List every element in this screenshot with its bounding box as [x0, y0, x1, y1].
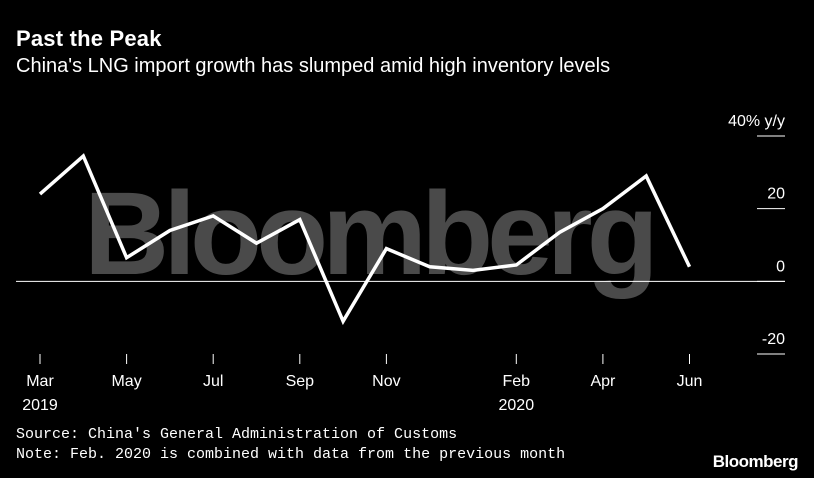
x-tick-label: Nov [372, 373, 400, 390]
x-tick-year-label: 2020 [499, 397, 535, 414]
x-tick-label: Jul [203, 373, 223, 390]
x-tick-year-label: 2019 [22, 397, 58, 414]
x-tick-label: Mar [26, 373, 54, 390]
x-axis: Mar 2019 May Jul Sep Nov Feb 2020 Apr Jun [22, 354, 702, 414]
bloomberg-logo: Bloomberg [712, 452, 799, 471]
footnote: Note: Feb. 2020 is combined with data fr… [16, 446, 566, 463]
source-note: Source: China's General Administration o… [16, 426, 458, 443]
series-lines [38, 153, 692, 326]
series-line [38, 153, 692, 326]
x-tick-label: Jun [677, 373, 703, 390]
y-axis: 40% y/y 20 0 -20 [16, 113, 785, 355]
y-tick-label: 40% y/y [728, 113, 785, 130]
bloomberg-watermark: Bloomberg [84, 168, 653, 300]
x-tick-label: Apr [590, 373, 616, 390]
y-tick-label: -20 [762, 331, 785, 348]
y-tick-label: 0 [776, 258, 785, 275]
line-chart: Bloomberg 40% y/y 20 0 -20 Mar 2019 May Jul Sep… [16, 113, 785, 414]
y-tick-label: 20 [767, 186, 785, 203]
x-tick-label: Feb [503, 373, 531, 390]
x-tick-label: May [111, 373, 141, 390]
x-tick-label: Sep [286, 373, 315, 390]
chart-subtitle: China's LNG import growth has slumped am… [16, 55, 611, 77]
chart-title: Past the Peak [16, 26, 162, 51]
